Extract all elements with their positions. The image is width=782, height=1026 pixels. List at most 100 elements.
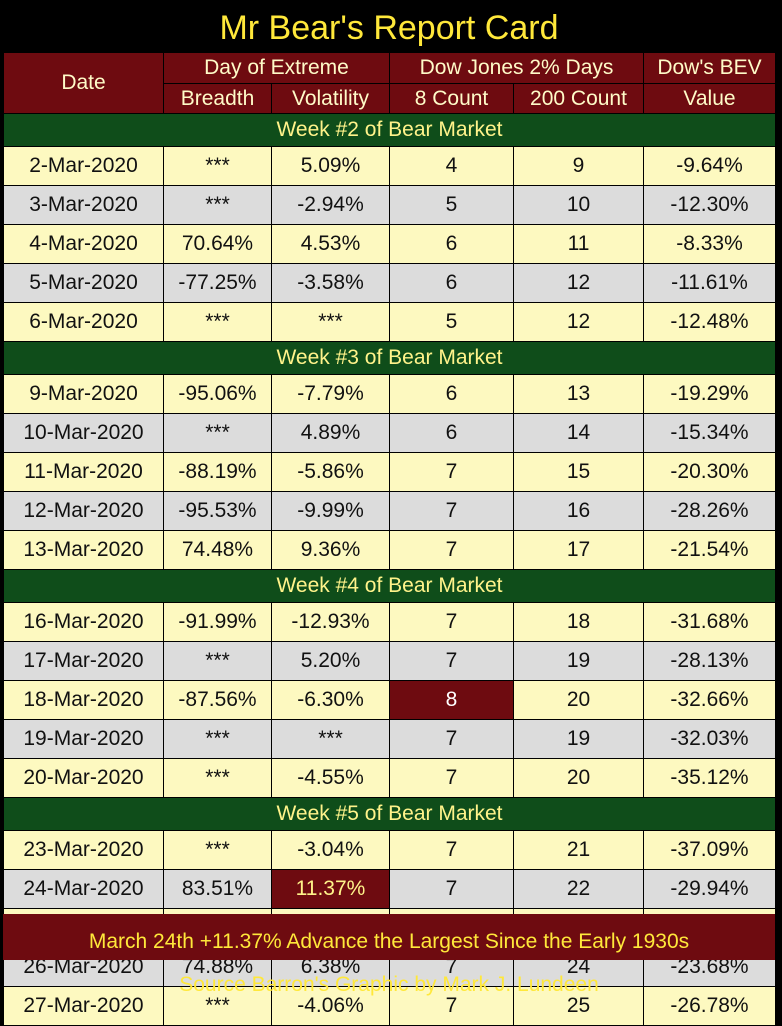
header-volatility: Volatility [271, 82, 390, 114]
cell-volatility: 11.37% [271, 869, 390, 909]
chart-title: Mr Bear's Report Card [219, 9, 559, 47]
cell-bev-value: -32.66% [643, 680, 776, 720]
cell-date: 3-Mar-2020 [3, 185, 164, 225]
cell-bev-value: -28.13% [643, 641, 776, 681]
cell-8-count: 6 [389, 374, 514, 414]
cell-breadth: *** [163, 185, 272, 225]
header-date: Date [3, 52, 164, 114]
cell-bev-value: -37.09% [643, 830, 776, 870]
table-row: 2-Mar-2020 *** 5.09% 4 9 -9.64% [3, 146, 776, 186]
cell-volatility: -3.58% [271, 263, 390, 303]
cell-200-count: 9 [513, 146, 644, 186]
cell-200-count: 16 [513, 491, 644, 531]
cell-volatility: -7.79% [271, 374, 390, 414]
cell-200-count: 14 [513, 413, 644, 453]
cell-8-count: 7 [389, 491, 514, 531]
cell-breadth: -95.06% [163, 374, 272, 414]
week-label: Week #2 of Bear Market [3, 113, 776, 147]
cell-breadth: *** [163, 758, 272, 798]
cell-breadth: *** [163, 413, 272, 453]
cell-200-count: 17 [513, 530, 644, 570]
cell-200-count: 12 [513, 263, 644, 303]
table-row: 17-Mar-2020 *** 5.20% 7 19 -28.13% [3, 641, 776, 681]
cell-8-count: 7 [389, 869, 514, 909]
cell-8-count: 6 [389, 413, 514, 453]
week-label: Week #5 of Bear Market [3, 797, 776, 831]
cell-volatility: *** [271, 302, 390, 342]
footnote-banner: March 24th +11.37% Advance the Largest S… [3, 914, 775, 960]
cell-breadth: *** [163, 719, 272, 759]
cell-200-count: 20 [513, 758, 644, 798]
header-bev-bottom: Value [643, 82, 776, 114]
cell-volatility: 4.53% [271, 224, 390, 264]
cell-date: 10-Mar-2020 [3, 413, 164, 453]
header-bev-top: Dow's BEV [643, 52, 776, 84]
table-row: 16-Mar-2020 -91.99% -12.93% 7 18 -31.68% [3, 602, 776, 642]
header-row-top: Date Day of Extreme Dow Jones 2% Days Do… [3, 52, 776, 114]
cell-breadth: *** [163, 146, 272, 186]
cell-volatility: -4.55% [271, 758, 390, 798]
cell-bev-value: -19.29% [643, 374, 776, 414]
cell-bev-value: -20.30% [643, 452, 776, 492]
week-header-row: Week #4 of Bear Market [3, 569, 776, 603]
source-credit: Source Barron's Graphic by Mark J. Lunde… [179, 973, 599, 996]
table-row: 3-Mar-2020 *** -2.94% 5 10 -12.30% [3, 185, 776, 225]
cell-date: 11-Mar-2020 [3, 452, 164, 492]
header-row-bottom: Breadth Volatility 8 Count 200 Count Val… [4, 82, 776, 114]
week-label: Week #4 of Bear Market [3, 569, 776, 603]
cell-date: 2-Mar-2020 [3, 146, 164, 186]
cell-200-count: 20 [513, 680, 644, 720]
cell-date: 19-Mar-2020 [3, 719, 164, 759]
table-row: 20-Mar-2020 *** -4.55% 7 20 -35.12% [3, 758, 776, 798]
cell-date: 5-Mar-2020 [3, 263, 164, 303]
header-8-count: 8 Count [389, 82, 514, 114]
report-card: Mr Bear's Report Card Date Day of Extrem… [3, 0, 776, 1026]
cell-200-count: 21 [513, 830, 644, 870]
cell-volatility: -12.93% [271, 602, 390, 642]
cell-volatility: -5.86% [271, 452, 390, 492]
cell-date: 18-Mar-2020 [3, 680, 164, 720]
cell-8-count: 5 [389, 302, 514, 342]
header-200-count: 200 Count [513, 82, 644, 114]
cell-volatility: -3.04% [271, 830, 390, 870]
cell-breadth: *** [163, 830, 272, 870]
table-row: 11-Mar-2020 -88.19% -5.86% 7 15 -20.30% [3, 452, 776, 492]
cell-bev-value: -21.54% [643, 530, 776, 570]
table-row: 10-Mar-2020 *** 4.89% 6 14 -15.34% [3, 413, 776, 453]
cell-8-count: 7 [389, 830, 514, 870]
header-breadth: Breadth [163, 82, 272, 114]
cell-8-count: 7 [389, 719, 514, 759]
week-header-row: Week #3 of Bear Market [3, 341, 776, 375]
table-row: 18-Mar-2020 -87.56% -6.30% 8 20 -32.66% [3, 680, 776, 720]
cell-bev-value: -12.48% [643, 302, 776, 342]
table-row: 9-Mar-2020 -95.06% -7.79% 6 13 -19.29% [3, 374, 776, 414]
cell-volatility: 4.89% [271, 413, 390, 453]
cell-8-count: 6 [389, 263, 514, 303]
cell-200-count: 19 [513, 641, 644, 681]
cell-bev-value: -9.64% [643, 146, 776, 186]
cell-200-count: 15 [513, 452, 644, 492]
report-table: Date Day of Extreme Dow Jones 2% Days Do… [3, 52, 776, 1026]
cell-date: 9-Mar-2020 [3, 374, 164, 414]
table-row: 6-Mar-2020 *** *** 5 12 -12.48% [3, 302, 776, 342]
cell-8-count: 8 [389, 680, 514, 720]
cell-breadth: *** [163, 302, 272, 342]
cell-volatility: -6.30% [271, 680, 390, 720]
cell-bev-value: -29.94% [643, 869, 776, 909]
table-row: 12-Mar-2020 -95.53% -9.99% 7 16 -28.26% [3, 491, 776, 531]
cell-bev-value: -8.33% [643, 224, 776, 264]
cell-date: 23-Mar-2020 [3, 830, 164, 870]
table-row: 4-Mar-2020 70.64% 4.53% 6 11 -8.33% [3, 224, 776, 264]
cell-breadth: *** [163, 641, 272, 681]
cell-volatility: *** [271, 719, 390, 759]
header-day-of-extreme: Day of Extreme [163, 52, 390, 84]
cell-bev-value: -35.12% [643, 758, 776, 798]
cell-breadth: -95.53% [163, 491, 272, 531]
cell-breadth: 70.64% [163, 224, 272, 264]
cell-breadth: -77.25% [163, 263, 272, 303]
cell-date: 16-Mar-2020 [3, 602, 164, 642]
cell-8-count: 7 [389, 530, 514, 570]
cell-date: 24-Mar-2020 [3, 869, 164, 909]
cell-date: 12-Mar-2020 [3, 491, 164, 531]
cell-8-count: 4 [389, 146, 514, 186]
